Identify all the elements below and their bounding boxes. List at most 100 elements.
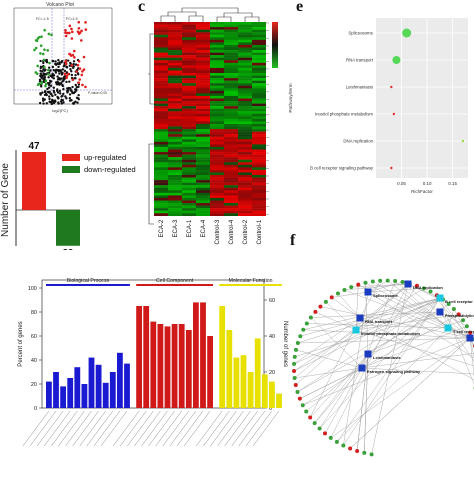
plot-background [376,18,468,178]
heatmap-cell [238,99,252,102]
go-bar-1 [186,330,192,408]
volcano-point [40,67,42,69]
heatmap-cell [168,114,182,117]
legend-label: up-regulated [84,153,126,162]
heatmap-cell [168,152,182,155]
pathway-node [353,327,360,334]
heatmap-cell [224,162,238,165]
panel-label-c: c [138,0,145,16]
heatmap-cell [196,91,210,94]
heatmap-cell [252,203,266,206]
heatmap-cell [210,139,224,142]
heatmap-cell [224,155,238,158]
pathway-node [357,315,364,322]
heatmap-cell [224,55,238,58]
heatmap-cell [154,106,168,109]
heatmap-cell [238,195,252,198]
heatmap-cell [210,40,224,43]
volcano-point [54,60,56,62]
y-axis-label-right: Number of genes [282,321,288,367]
volcano-point-down [40,44,43,47]
go-bar-0 [74,367,80,408]
heatmap-cell [252,68,266,71]
volcano-point [64,70,66,72]
volcano-point-up [78,78,81,81]
heatmap-cell [182,91,196,94]
heatmap-cell [252,198,266,201]
heatmap-cell [196,180,210,183]
gene-node [348,446,352,450]
heatmap-cell [238,78,252,81]
heatmap-cell [238,124,252,127]
category-label: Cell Component [156,278,194,284]
volcano-point-down [43,59,46,62]
heatmap-cell [154,178,168,181]
heatmap-cell [168,170,182,173]
heatmap-cell [224,160,238,163]
bubble-1 [392,56,400,64]
heatmap-cell [168,157,182,160]
heatmap-cell [182,132,196,135]
volcano-point [64,95,66,97]
heatmap-cell [168,211,182,214]
go-term-label-stub [101,411,127,446]
heatmap-cell [182,27,196,30]
gene-node [309,316,313,320]
volcano-point [60,100,62,102]
heatmap-cell [224,188,238,191]
heatmap-cell [168,150,182,153]
heatmap-cell [154,144,168,147]
heatmap-cell [196,132,210,135]
fc-left-label: FC=-1.5 [36,17,49,21]
heatmap-cell [224,65,238,68]
go-term-label-stub [94,411,120,446]
volcano-point [46,94,48,96]
heatmap-cell [224,109,238,112]
volcano-point [69,99,71,101]
heatmap-cell [182,137,196,140]
heatmap-cell [238,63,252,66]
heatmap-cell [210,155,224,158]
network-edge [296,350,362,368]
heatmap-cell [238,147,252,150]
heatmap-cell [196,190,210,193]
right-tick-label: 20 [269,370,275,376]
volcano-point-up [65,35,68,38]
heatmap-cell [224,22,238,25]
row-dendrogram [148,34,154,224]
heatmap-cell [224,121,238,124]
heatmap-cell [238,134,252,137]
heatmap-cell [196,42,210,45]
heatmap-cell [252,40,266,43]
volcano-point [53,87,55,89]
heatmap-cell [196,116,210,119]
heatmap-cell [154,70,168,73]
go-bar-1 [193,302,199,408]
go-bar-0 [46,382,52,408]
heatmap-cell [182,111,196,114]
volcano-point [48,101,50,103]
volcano-point [73,77,75,79]
heatmap-cell [252,25,266,28]
gene-node [336,291,340,295]
go-bar-2 [276,394,282,408]
left-tick-label: 100 [28,286,37,292]
bar-down-regulated [56,210,80,246]
volcano-point [59,90,61,92]
volcano-point-down [45,83,48,86]
heatmap-cell [224,180,238,183]
heatmap-cell [210,137,224,140]
heatmap-cell [168,183,182,186]
heatmap-cell [224,144,238,147]
heatmap-cell [154,213,168,216]
heatmap-cell [224,81,238,84]
deg-count-panel: Number of Gene4729up-regulateddown-regul… [0,140,140,250]
volcano-point [58,63,60,65]
heatmap-cell [182,142,196,145]
heatmap-cell [224,96,238,99]
volcano-point-down [40,35,43,38]
network-edge [298,298,440,392]
gene-node [292,369,296,373]
